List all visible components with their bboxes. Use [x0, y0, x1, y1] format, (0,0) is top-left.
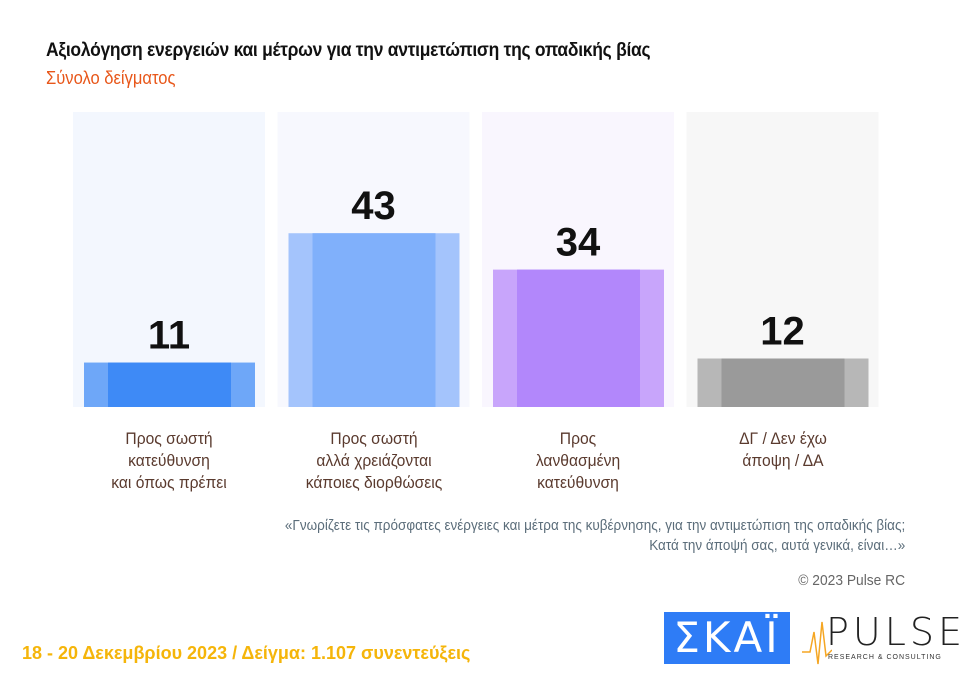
category-label-line: κατεύθυνση [128, 451, 210, 470]
category-label-line: και όπως πρέπει [111, 473, 227, 492]
bar-core [312, 233, 436, 407]
data-label: 11 [148, 314, 190, 358]
category-label-line: ΔΓ / Δεν έχω [738, 429, 827, 448]
category-label-line: κατεύθυνση [537, 473, 619, 492]
bar-core [108, 362, 231, 407]
bar-panel [686, 112, 879, 407]
data-label: 34 [556, 221, 601, 265]
chart-subtitle: Σύνολο δείγματος [46, 68, 176, 88]
category-label: Προς λανθασμένη κατεύθυνση [490, 428, 667, 494]
category-label-line: άποψη / ΔΑ [741, 451, 824, 470]
survey-question: «Γνωρίζετε τις πρόσφατες ενέργειες και μ… [285, 516, 905, 556]
question-line-1: «Γνωρίζετε τις πρόσφατες ενέργειες και μ… [284, 517, 905, 534]
category-label-line: Προς σωστή [329, 429, 418, 448]
bar-panel [73, 112, 265, 407]
category-label-line: αλλά χρειάζονται [315, 451, 432, 470]
data-label: 12 [760, 310, 805, 354]
pulse-wave-icon [802, 621, 832, 665]
category-label: Προς σωστή κατεύθυνση και όπως πρέπει [81, 428, 258, 494]
category-label-line: Προς [559, 429, 597, 448]
category-label: Προς σωστή αλλά χρειάζονται κάποιες διορθώ… [285, 428, 462, 494]
survey-info: 18 - 20 Δεκεμβρίου 2023 / Δείγμα: 1.107 … [22, 643, 471, 663]
bar-core [721, 358, 845, 407]
data-label: 43 [351, 184, 396, 228]
chart-title: Αξιολόγηση ενεργειών και μέτρων για την … [46, 40, 651, 61]
category-label-line: λανθασμένη [535, 451, 621, 470]
category-label-line: Προς σωστή [125, 429, 213, 448]
question-line-2: Κατά την άποψή σας, αυτά γενικά, είναι…» [648, 537, 905, 554]
copyright: © 2023 Pulse RC [798, 572, 905, 589]
pulse-logo: PULSE RESEARCH & CONSULTING [802, 610, 960, 668]
category-label-line: κάποιες διορθώσεις [305, 473, 442, 492]
category-label: ΔΓ / Δεν έχω άποψη / ΔΑ [694, 428, 871, 472]
skai-logo: ΣΚΑΪ [664, 612, 790, 664]
bar-core [517, 269, 640, 407]
